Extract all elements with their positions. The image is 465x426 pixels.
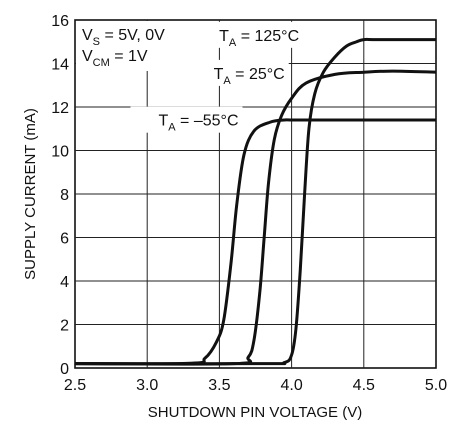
x-axis-label: SHUTDOWN PIN VOLTAGE (V): [148, 404, 362, 421]
series-line-2: [74, 118, 436, 366]
y-tick-label: 2: [60, 318, 69, 335]
y-tick-label: 0: [60, 361, 69, 378]
x-tick-label: 5.0: [425, 377, 447, 394]
y-tick-label: 12: [51, 100, 69, 117]
x-tick-label: 4.5: [353, 377, 375, 394]
y-tick-label: 4: [60, 274, 69, 291]
condition-text: VS = 5V, 0V: [82, 27, 165, 48]
y-tick-label: 16: [51, 13, 69, 30]
series-label-background: [130, 106, 243, 133]
series-lines: [74, 37, 437, 366]
series-line-0: [74, 37, 436, 366]
tick-labels: 2.5 3.0 3.5 4.0 4.5 5.0 0 2 4 6 8 10 12 14 16: [51, 13, 447, 394]
y-tick-label: 8: [60, 187, 69, 204]
grid: [75, 20, 436, 368]
series-label: TA = –55°C: [158, 113, 238, 134]
x-tick-label: 3.0: [136, 377, 158, 394]
series-line-1: [74, 69, 437, 366]
series-label-background: [176, 59, 289, 86]
y-tick-label: 14: [51, 57, 69, 74]
y-tick-label: 6: [60, 231, 69, 248]
y-tick-label: 10: [51, 144, 69, 161]
x-tick-label: 3.5: [208, 377, 230, 394]
series-label: TA = 25°C: [214, 66, 285, 87]
series-label-background: [191, 21, 304, 48]
condition-text: VCM = 1V: [82, 48, 148, 69]
x-tick-label: 4.0: [280, 377, 302, 394]
y-axis-label: SUPPLY CURRENT (mA): [22, 108, 39, 280]
series-label: TA = 125°C: [219, 28, 299, 49]
conditions-background: [76, 21, 184, 71]
x-tick-label: 2.5: [64, 377, 86, 394]
series-labels: TA = 125°C TA = 25°C TA = –55°C: [130, 21, 304, 134]
